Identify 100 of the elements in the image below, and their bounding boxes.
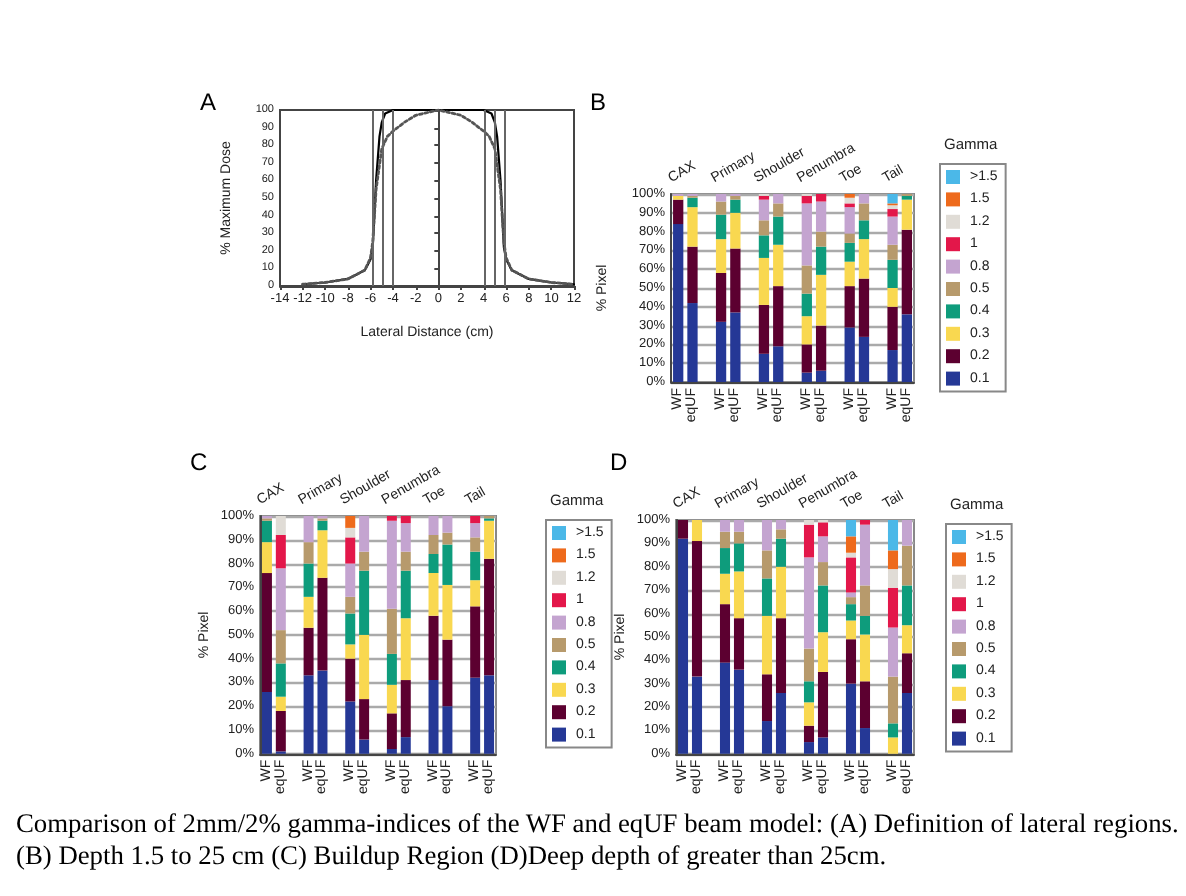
bar: [901, 585, 913, 626]
chart-title: A: [200, 88, 217, 116]
bar: [844, 327, 855, 382]
bar: [275, 516, 286, 536]
bar: [801, 344, 812, 373]
bar: [400, 516, 411, 524]
bar: [687, 197, 698, 208]
bar: [817, 737, 829, 754]
bar: [733, 618, 745, 670]
bar: [484, 558, 495, 676]
bar: [470, 516, 481, 524]
bar: [758, 199, 770, 221]
bar: [803, 681, 815, 703]
bar: [386, 713, 397, 750]
bar: [815, 370, 827, 382]
bar: [773, 203, 784, 217]
bar: [359, 739, 370, 754]
bar: [345, 701, 356, 754]
bar: [484, 520, 495, 559]
bar: [761, 674, 773, 722]
bar: [901, 520, 913, 546]
bar: [844, 261, 855, 287]
bar: [803, 725, 815, 743]
bar: [887, 194, 898, 204]
bar: [758, 235, 770, 258]
bar: [803, 557, 815, 649]
bar: [687, 303, 698, 382]
bar: [901, 625, 913, 654]
bar: [715, 214, 727, 240]
bar: [758, 304, 770, 354]
bar: [715, 194, 727, 202]
bar: [345, 563, 356, 597]
bar: [775, 529, 787, 539]
bar: [887, 587, 899, 628]
bar: [400, 618, 411, 681]
bar: [859, 585, 871, 616]
text: Comparison of 2mm/2% gamma-indices of the WF and eqUF beam model: (A) Definition of lateral regions. (B) Depth 1.5 to 25 cm (C) Buildup Region (D)Deep depth of greater than 25cm.: [16, 808, 1181, 872]
bar: [733, 531, 745, 544]
bar: [887, 259, 898, 288]
bar: [844, 207, 855, 234]
bar: [775, 618, 787, 693]
bar: [687, 207, 698, 247]
bar: [761, 520, 773, 551]
bar: [845, 639, 857, 684]
bar: [887, 627, 899, 677]
bar: [773, 244, 784, 287]
bar: [719, 531, 731, 549]
bar: [803, 702, 815, 726]
bar: [719, 548, 731, 574]
bar: [859, 634, 871, 682]
bar: [887, 244, 898, 260]
bar: [761, 550, 773, 579]
bar: [673, 199, 684, 225]
bar: [719, 573, 731, 605]
bar: [901, 692, 913, 754]
bar: [303, 542, 314, 564]
bar: [730, 199, 741, 213]
bar: [275, 710, 286, 752]
bar: [677, 538, 689, 754]
bar: [773, 346, 784, 382]
bar: [317, 520, 328, 531]
bar: [719, 604, 731, 663]
bar: [386, 653, 397, 685]
bar: [801, 195, 812, 204]
bar: [691, 520, 703, 542]
bar: [303, 563, 314, 597]
bar: [345, 644, 356, 659]
bar: [761, 615, 773, 675]
bar: [261, 542, 272, 574]
bar: [470, 551, 481, 581]
bar: [758, 353, 770, 382]
bar: [887, 216, 898, 245]
bar: [400, 737, 411, 754]
bar: [719, 662, 731, 754]
bar: [844, 286, 855, 328]
chart-title: D: [610, 448, 628, 476]
bar: [761, 721, 773, 754]
bar: [359, 634, 370, 700]
bar: [733, 669, 745, 754]
bar: [345, 613, 356, 645]
bar: [758, 257, 770, 305]
bar: [887, 723, 899, 738]
bar: [845, 536, 857, 553]
bar: [386, 608, 397, 654]
bar: [715, 272, 727, 322]
bar: [317, 530, 328, 578]
bar: [730, 212, 741, 249]
bar: [858, 336, 870, 382]
bar: [801, 293, 812, 317]
bar: [275, 535, 286, 569]
bar: [815, 274, 827, 326]
bar: [773, 286, 784, 347]
bar: [345, 527, 356, 538]
bar: [801, 265, 812, 294]
bar: [275, 568, 286, 631]
bar: [400, 680, 411, 738]
bar: [275, 663, 286, 697]
bar: [761, 578, 773, 616]
bar: [303, 596, 314, 628]
bar: [261, 520, 272, 543]
